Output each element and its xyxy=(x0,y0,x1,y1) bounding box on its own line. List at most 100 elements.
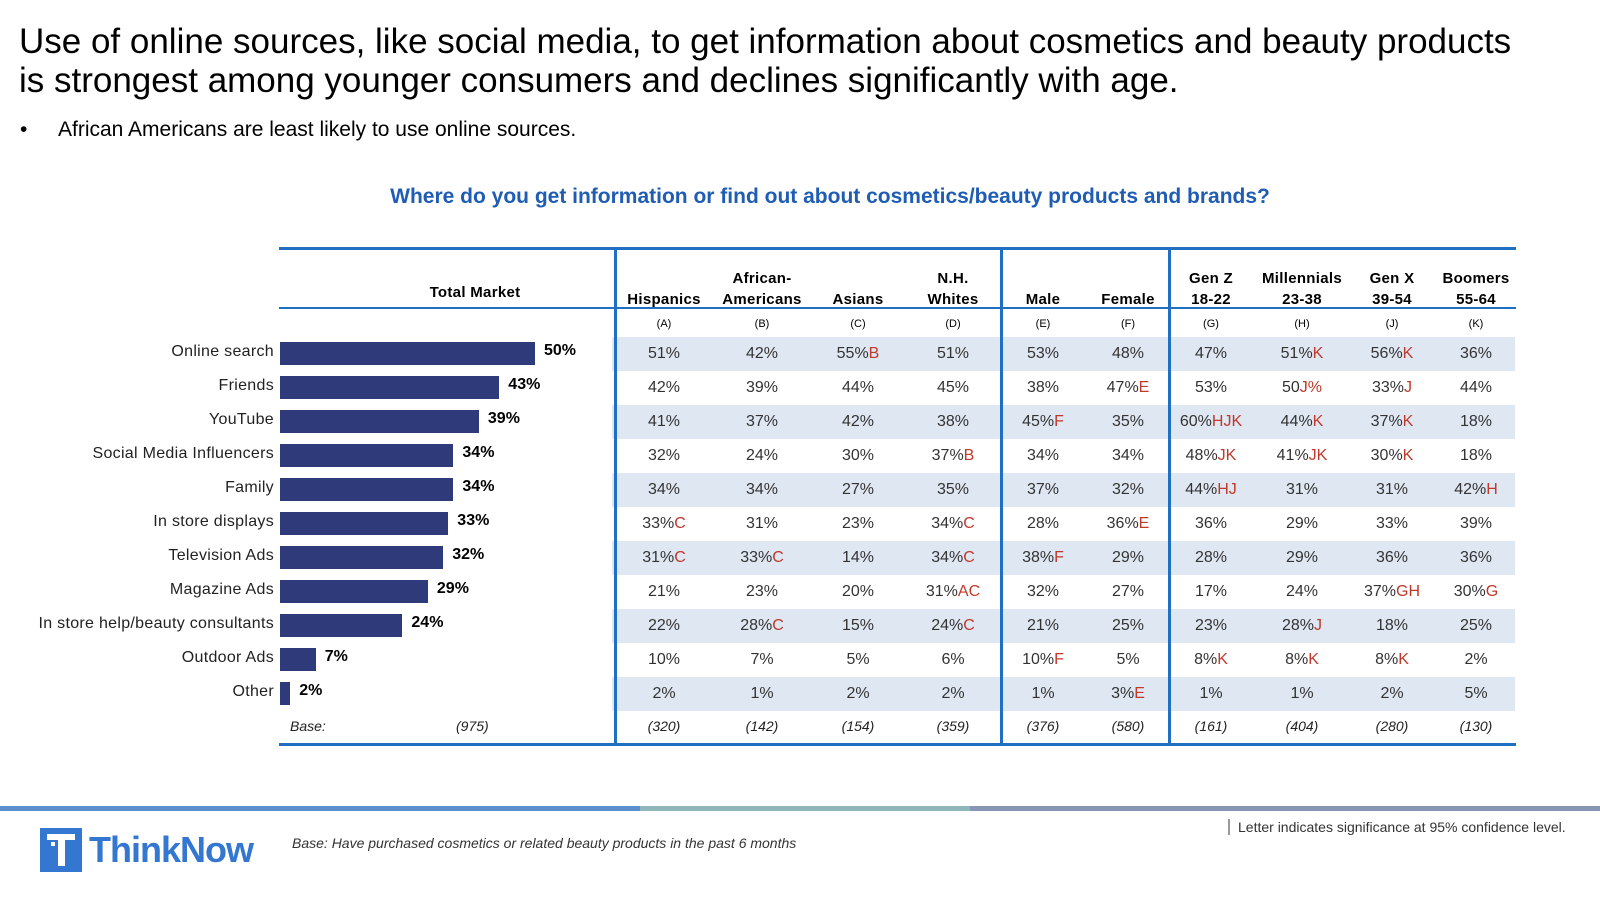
significance-letters: K xyxy=(1312,413,1324,430)
footer-band-slate xyxy=(970,806,1600,811)
table-cell: 33%C xyxy=(619,515,709,533)
cell-value: 28% xyxy=(1194,549,1228,566)
row-label: Friends xyxy=(218,377,274,394)
table-cell: 51% xyxy=(619,345,709,363)
table-cell: 6% xyxy=(908,651,998,669)
chart-bar xyxy=(280,410,479,433)
column-header: Asians xyxy=(803,268,913,310)
cell-value: 6% xyxy=(941,651,965,668)
table-cell: 48% xyxy=(1083,345,1173,363)
significance-note: Letter indicates significance at 95% con… xyxy=(1228,819,1566,835)
table-cell: 23% xyxy=(813,515,903,533)
cell-value: 5% xyxy=(1464,685,1488,702)
cell-value: 38% xyxy=(1022,549,1055,566)
table-row-background xyxy=(612,473,1515,507)
cell-value: 42% xyxy=(841,413,875,430)
cell-value: 23% xyxy=(745,583,779,600)
cell-value: 2% xyxy=(941,685,965,702)
table-cell: 37%GH xyxy=(1347,583,1437,601)
column-base: (130) xyxy=(1459,718,1493,734)
table-cell: 8%K xyxy=(1257,651,1347,669)
row-label: Magazine Ads xyxy=(169,581,274,598)
cell-value: 20% xyxy=(841,583,875,600)
column-header: African- Americans xyxy=(707,268,817,310)
table-group-divider xyxy=(1000,247,1003,746)
table-cell: 48%JK xyxy=(1166,447,1256,465)
cell-value: 37% xyxy=(745,413,779,430)
table-cell: 38% xyxy=(908,413,998,431)
significance-letters: K xyxy=(1398,651,1409,668)
cell-value: 34% xyxy=(647,481,681,498)
significance-letters: C xyxy=(963,549,975,566)
table-cell: 14% xyxy=(813,549,903,567)
bullet-text: African Americans are least likely to us… xyxy=(58,118,577,141)
table-cell: 24% xyxy=(1257,583,1347,601)
table-cell: 42%H xyxy=(1431,481,1521,499)
table-cell: 60%HJK xyxy=(1166,413,1256,431)
table-cell: 18% xyxy=(1347,617,1437,635)
table-row-background xyxy=(612,677,1515,711)
cell-value: 8% xyxy=(1375,651,1399,668)
table-cell: 27% xyxy=(813,481,903,499)
column-header-line-1: N.H. xyxy=(937,270,969,287)
cell-value: 39% xyxy=(745,379,779,396)
column-header: Millennials 23-38 xyxy=(1247,268,1357,310)
chart-bar xyxy=(280,478,454,501)
table-cell: 34% xyxy=(717,481,807,499)
cell-value: 41% xyxy=(647,413,681,430)
cell-value: 8% xyxy=(1285,651,1309,668)
cell-value: 47% xyxy=(1106,379,1139,396)
significance-letters: C xyxy=(963,515,975,532)
column-base: (404) xyxy=(1285,718,1319,734)
table-cell: 34%C xyxy=(908,515,998,533)
table-group-divider xyxy=(1168,247,1171,746)
cell-value: 53% xyxy=(1194,379,1228,396)
cell-value: 37% xyxy=(1363,583,1397,600)
cell-value: 36% xyxy=(1194,515,1228,532)
cell-value: 39% xyxy=(1459,515,1493,532)
table-cell: 45% xyxy=(908,379,998,397)
column-header-line-2: Female xyxy=(1101,291,1155,308)
table-cell: 45%F xyxy=(998,413,1088,431)
cell-value: 5% xyxy=(1116,651,1140,668)
cell-value: 37% xyxy=(931,447,964,464)
total-market-header: Total Market xyxy=(429,284,521,301)
table-cell: 30% xyxy=(813,447,903,465)
significance-letters: C xyxy=(674,515,686,532)
column-header-line-2: Americans xyxy=(722,291,802,308)
cell-value: 27% xyxy=(841,481,875,498)
cell-value: 47% xyxy=(1194,345,1228,362)
cell-value: 2% xyxy=(846,685,870,702)
column-header-line-1: African- xyxy=(732,270,792,287)
cell-value: 10% xyxy=(647,651,681,668)
chart-bar xyxy=(280,614,403,637)
table-cell: 37%B xyxy=(908,447,998,465)
cell-value: 36% xyxy=(1459,345,1493,362)
table-cell: 2% xyxy=(619,685,709,703)
significance-letters: K xyxy=(1308,651,1319,668)
cell-value: 18% xyxy=(1459,413,1493,430)
bar-value-label: 50% xyxy=(544,342,577,359)
column-letter: (H) xyxy=(1294,318,1310,330)
table-cell: 37% xyxy=(998,481,1088,499)
column-base: (280) xyxy=(1375,718,1409,734)
cell-value: 33% xyxy=(1375,515,1409,532)
cell-value: 51% xyxy=(647,345,681,362)
cell-value: 24% xyxy=(745,447,779,464)
column-base: (142) xyxy=(745,718,779,734)
cell-value: 34% xyxy=(1111,447,1145,464)
table-cell: 41% xyxy=(619,413,709,431)
table-cell: 36%E xyxy=(1083,515,1173,533)
table-cell: 23% xyxy=(1166,617,1256,635)
column-base: (320) xyxy=(647,718,681,734)
table-cell: 1% xyxy=(717,685,807,703)
cell-value: 30% xyxy=(1453,583,1486,600)
table-cell: 44% xyxy=(813,379,903,397)
significance-letters: E xyxy=(1134,685,1145,702)
table-cell: 41%JK xyxy=(1257,447,1347,465)
significance-letters: K xyxy=(1402,447,1414,464)
cell-value: 31% xyxy=(745,515,779,532)
cell-value: 15% xyxy=(841,617,875,634)
table-cell: 17% xyxy=(1166,583,1256,601)
table-cell: 55%B xyxy=(813,345,903,363)
